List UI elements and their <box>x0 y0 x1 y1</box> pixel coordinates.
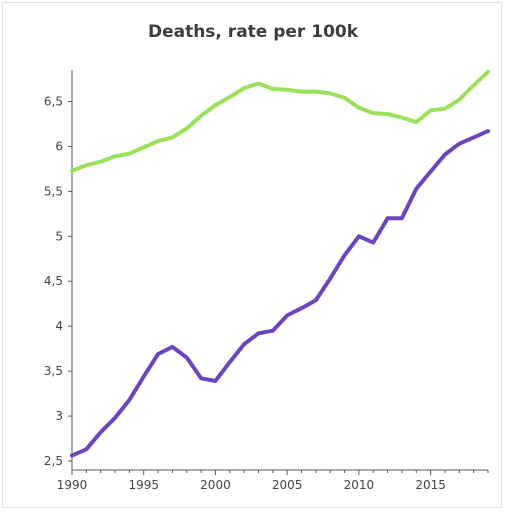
y-tick-label: 3,5 <box>44 364 63 378</box>
y-tick-label: 3 <box>55 409 63 423</box>
x-tick-label: 2010 <box>344 478 375 492</box>
series-line-1 <box>70 69 490 173</box>
x-tick-label: 2000 <box>200 478 231 492</box>
chart-axes: 2,5 3 3,5 4 4,5 5 5,5 6 6,5 1990 1995 2000 2005 2010 2… <box>44 70 489 492</box>
y-tick-label: 4,5 <box>44 274 63 288</box>
y-tick-label: 6 <box>55 139 63 153</box>
chart-series <box>70 69 490 458</box>
y-tick-label: 5 <box>55 229 63 243</box>
y-tick-label: 6,5 <box>44 94 63 108</box>
x-tick-label: 1990 <box>57 478 88 492</box>
y-tick-label: 2,5 <box>44 454 63 468</box>
chart-title: Deaths, rate per 100k <box>147 22 359 42</box>
x-tick-label: 2015 <box>415 478 446 492</box>
x-tick-label: 2005 <box>272 478 303 492</box>
x-tick-label: 1995 <box>128 478 159 492</box>
y-tick-label: 5,5 <box>44 184 63 198</box>
y-tick-label: 4 <box>55 319 63 333</box>
series-line-2 <box>70 129 490 458</box>
